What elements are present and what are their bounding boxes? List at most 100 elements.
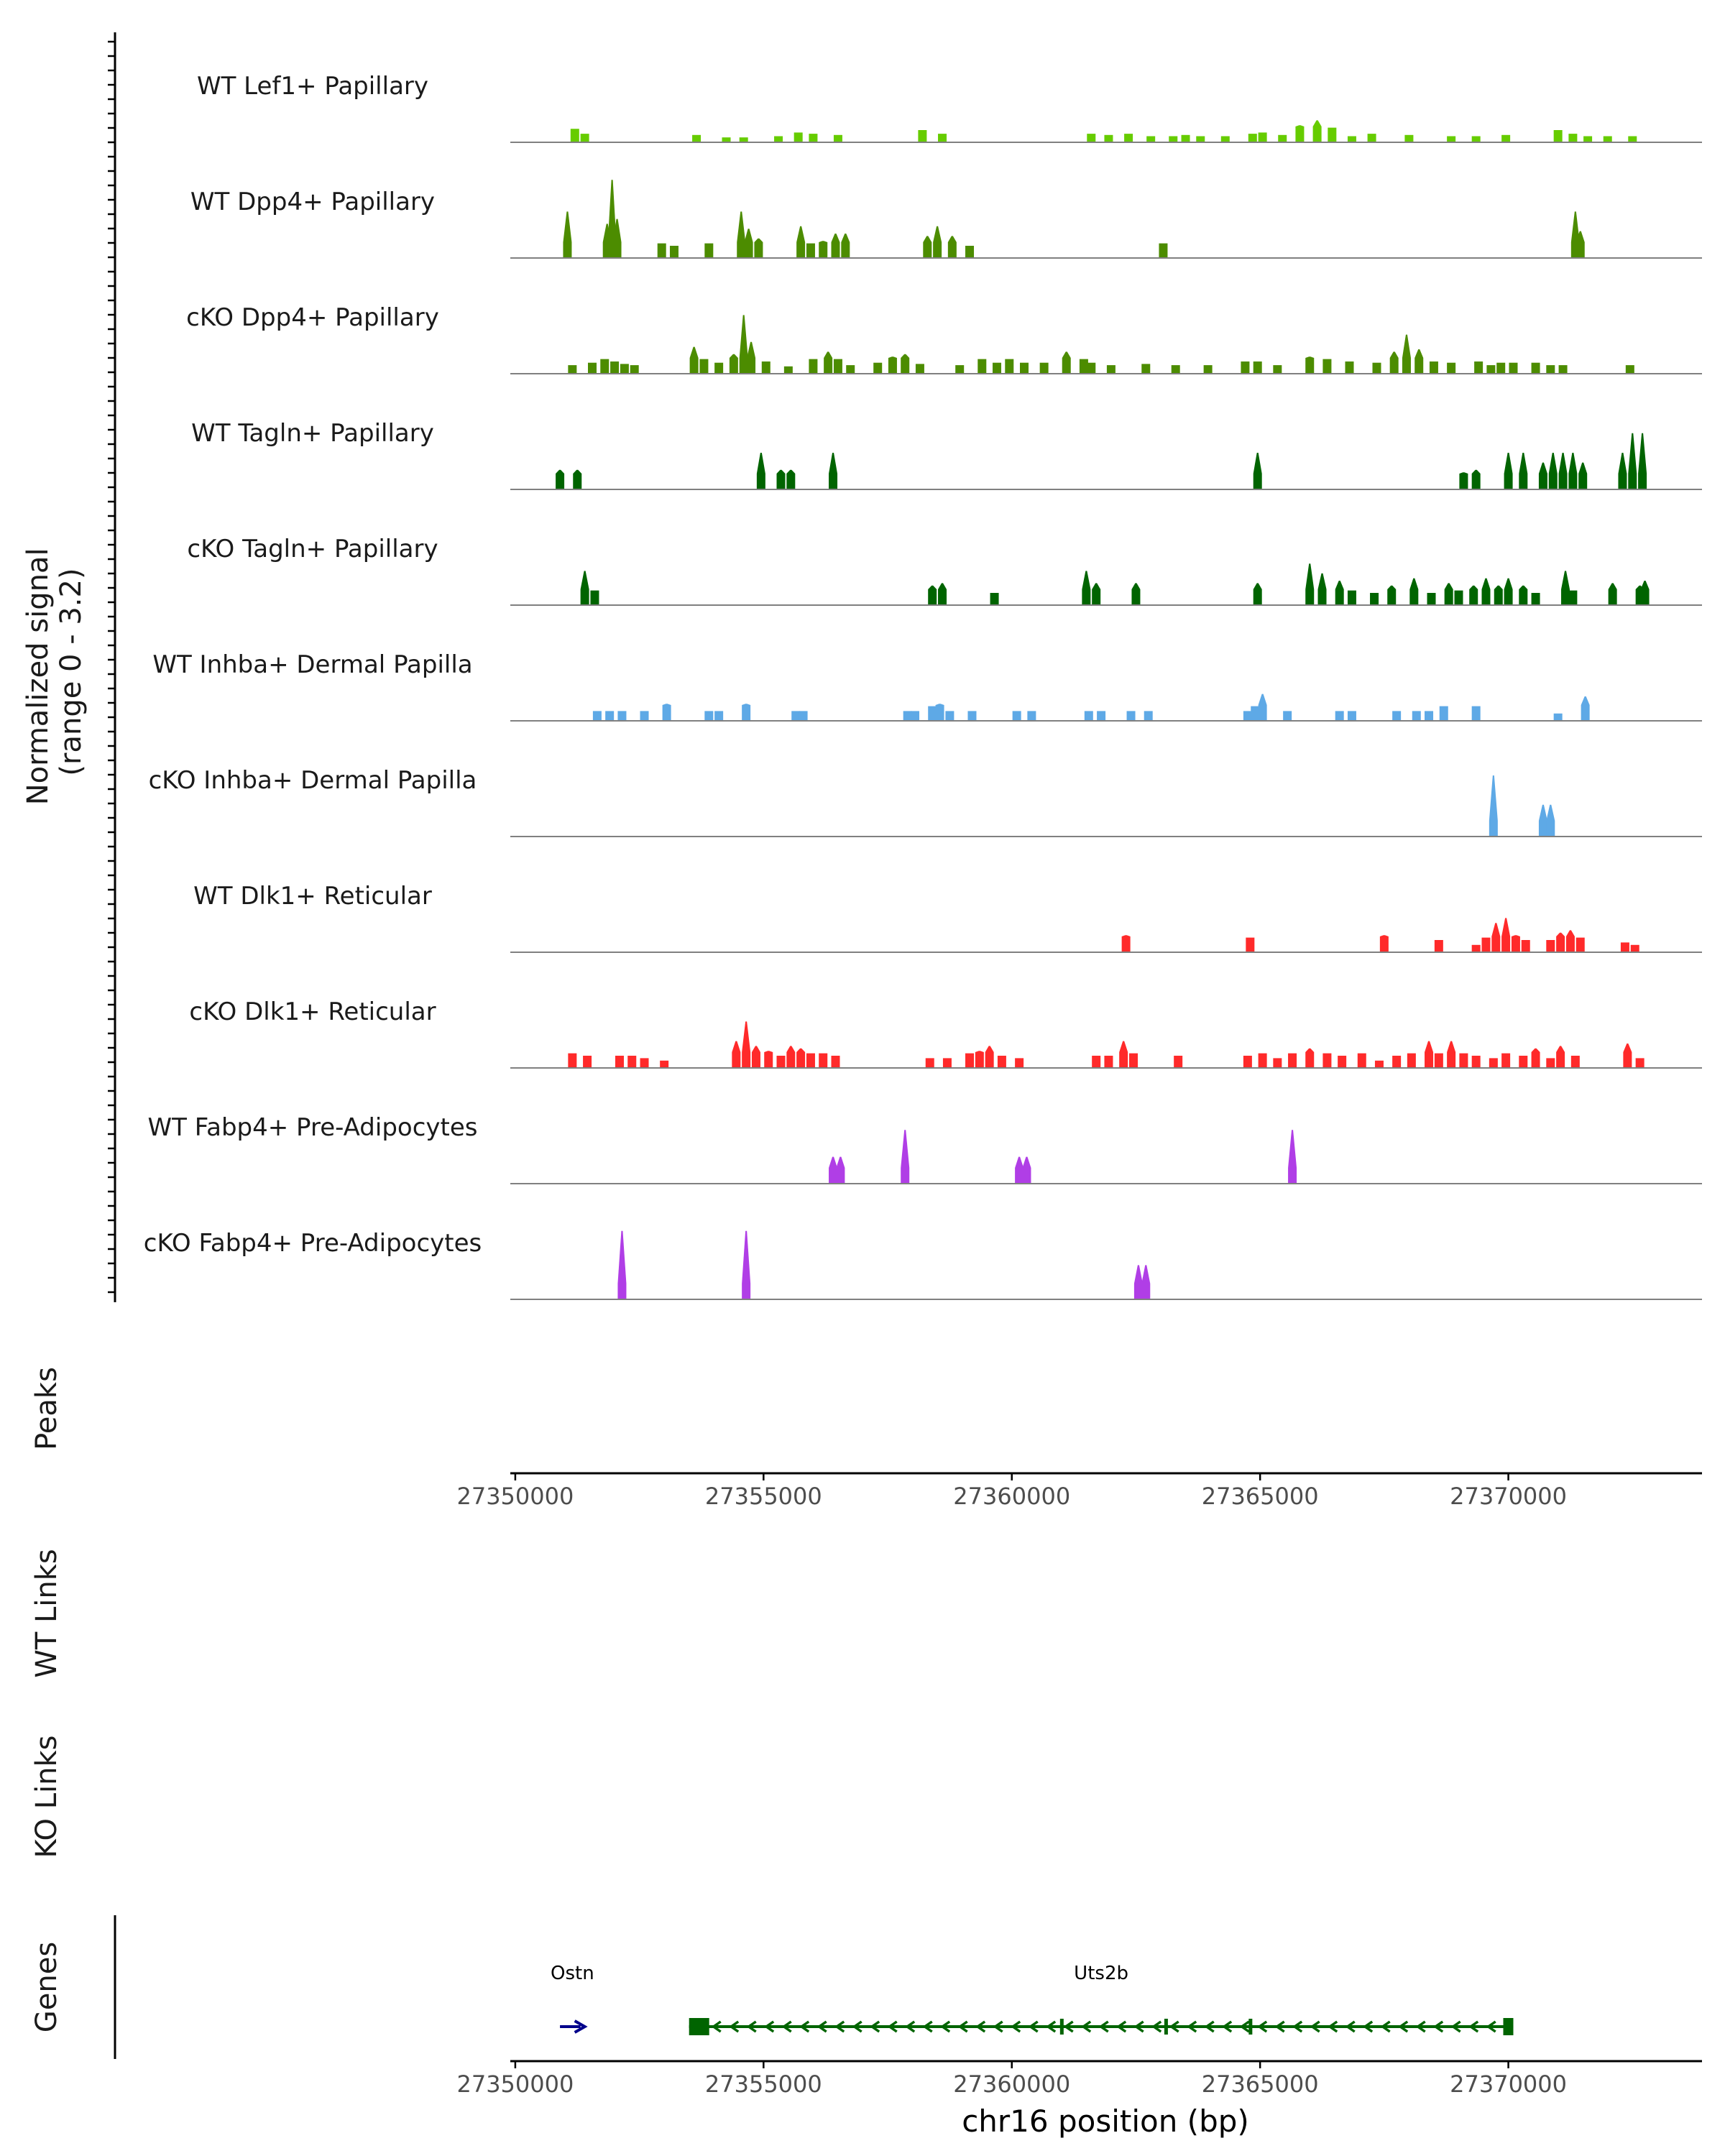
strand-arrow — [1169, 2020, 1179, 2033]
coverage-peak — [583, 1056, 592, 1068]
coverage-peak — [1347, 136, 1356, 142]
strand-arrow — [852, 2020, 862, 2033]
coverage-peak — [1203, 365, 1213, 374]
coverage-peak — [1434, 940, 1443, 952]
strand-arrow — [1222, 2020, 1233, 2033]
strand-arrow — [1046, 2020, 1057, 2033]
coverage-peak — [751, 1046, 760, 1068]
coverage-peak — [1434, 1053, 1443, 1068]
signal-axis — [108, 32, 116, 1302]
coverage-peak — [1241, 361, 1250, 374]
coverage-peak — [580, 134, 589, 142]
coverage-peak — [1504, 453, 1513, 489]
coverage-peak — [794, 132, 803, 142]
gene-exon — [1164, 2019, 1168, 2035]
coverage-peak — [1447, 136, 1456, 142]
coverage-peak — [1097, 711, 1106, 721]
track-wt-inhba-dermal-papilla: WT Inhba+ Dermal Papilla — [152, 650, 1702, 722]
coverage-peak — [1248, 134, 1257, 142]
coverage-peak — [1174, 1056, 1183, 1068]
coverage-peak — [1283, 711, 1292, 721]
coverage-peak — [965, 246, 975, 258]
coverage-peak — [938, 583, 947, 605]
coverage-peak — [833, 359, 842, 374]
coverage-peak — [1087, 134, 1096, 142]
coverage-peak — [796, 226, 806, 258]
coverage-peak — [615, 1056, 624, 1068]
strand-arrow — [922, 2020, 933, 2033]
coverage-peak — [617, 1230, 627, 1299]
coverage-peak — [1253, 453, 1262, 489]
coverage-peak — [1338, 1056, 1347, 1068]
coverage-peak — [739, 137, 748, 142]
coverage-peak — [1392, 1056, 1402, 1068]
coverage-peak — [918, 130, 927, 142]
strand-arrow — [711, 2020, 722, 2033]
coverage-peak — [873, 362, 883, 374]
coverage-tracks: WT Lef1+ Papillary WT Dpp4+ Papillary cKO … — [144, 72, 1702, 1300]
coverage-peak — [1640, 581, 1650, 605]
gene-exon — [689, 2018, 709, 2035]
coverage-peak — [829, 1156, 838, 1184]
coverage-peak — [933, 226, 942, 258]
coverage-peak — [1104, 134, 1113, 142]
gene-exon — [1503, 2018, 1514, 2035]
coverage-peak — [1328, 127, 1337, 142]
coverage-peak — [1538, 804, 1547, 837]
coverage-peak — [1146, 136, 1156, 142]
coverage-peak — [1141, 364, 1151, 374]
coverage-peak — [563, 211, 572, 258]
track-wt-dpp4-papillary: WT Dpp4+ Papillary — [190, 180, 1702, 259]
coverage-peak — [692, 134, 702, 142]
coverage-peak — [1519, 453, 1528, 489]
coverage-peak — [1258, 132, 1267, 142]
coverage-peak — [1565, 930, 1575, 952]
coverage-peak — [1305, 563, 1315, 605]
coverage-peak — [1133, 1265, 1143, 1299]
coverage-peak — [901, 354, 910, 374]
coverage-peak — [1425, 711, 1434, 721]
strand-arrow — [1450, 2020, 1461, 2033]
gene-name: Ostn — [551, 1963, 594, 1984]
coverage-peak — [1392, 711, 1402, 721]
coverage-peak — [1471, 1056, 1481, 1068]
coverage-peak — [945, 711, 954, 721]
coverage-peak — [1570, 1056, 1580, 1068]
strand-arrow — [834, 2020, 845, 2033]
x-axis-bottom-tick-label: 27350000 — [456, 2070, 574, 2098]
coverage-peak — [786, 469, 796, 489]
coverage-peak — [1425, 1041, 1434, 1068]
coverage-peak — [1546, 804, 1555, 837]
coverage-peak — [796, 1048, 806, 1068]
coverage-peak — [993, 362, 1002, 374]
coverage-peak — [1367, 134, 1376, 142]
coverage-peak — [1628, 433, 1637, 489]
strand-arrow — [1011, 2020, 1021, 2033]
coverage-peak — [1638, 433, 1647, 489]
coverage-peak — [1305, 356, 1315, 374]
coverage-y-label: Normalized signal (range 0 - 3.2) — [22, 539, 88, 806]
coverage-peak — [568, 1053, 577, 1068]
track-label: WT Tagln+ Papillary — [191, 419, 434, 448]
coverage-peak — [1489, 775, 1498, 837]
gene-exon — [1248, 2019, 1253, 2035]
coverage-peak — [592, 711, 602, 721]
coverage-peak — [1084, 711, 1093, 721]
coverage-peak — [990, 593, 999, 605]
coverage-peak — [836, 1156, 845, 1184]
gene-name: Uts2b — [1074, 1963, 1128, 1984]
coverage-peak — [689, 346, 699, 374]
coverage-peak — [1220, 136, 1230, 142]
coverage-peak — [1092, 1056, 1101, 1068]
coverage-peak — [1494, 585, 1503, 605]
coverage-peak — [833, 134, 842, 142]
coverage-peak — [1459, 1053, 1468, 1068]
coverage-peak — [1553, 713, 1563, 721]
strand-arrow — [905, 2020, 916, 2033]
coverage-peak — [587, 362, 597, 374]
coverage-peak — [744, 229, 753, 258]
coverage-peak — [1558, 453, 1568, 489]
strand-arrow — [1345, 2020, 1356, 2033]
coverage-peak — [1481, 578, 1491, 605]
coverage-peak — [662, 704, 671, 721]
